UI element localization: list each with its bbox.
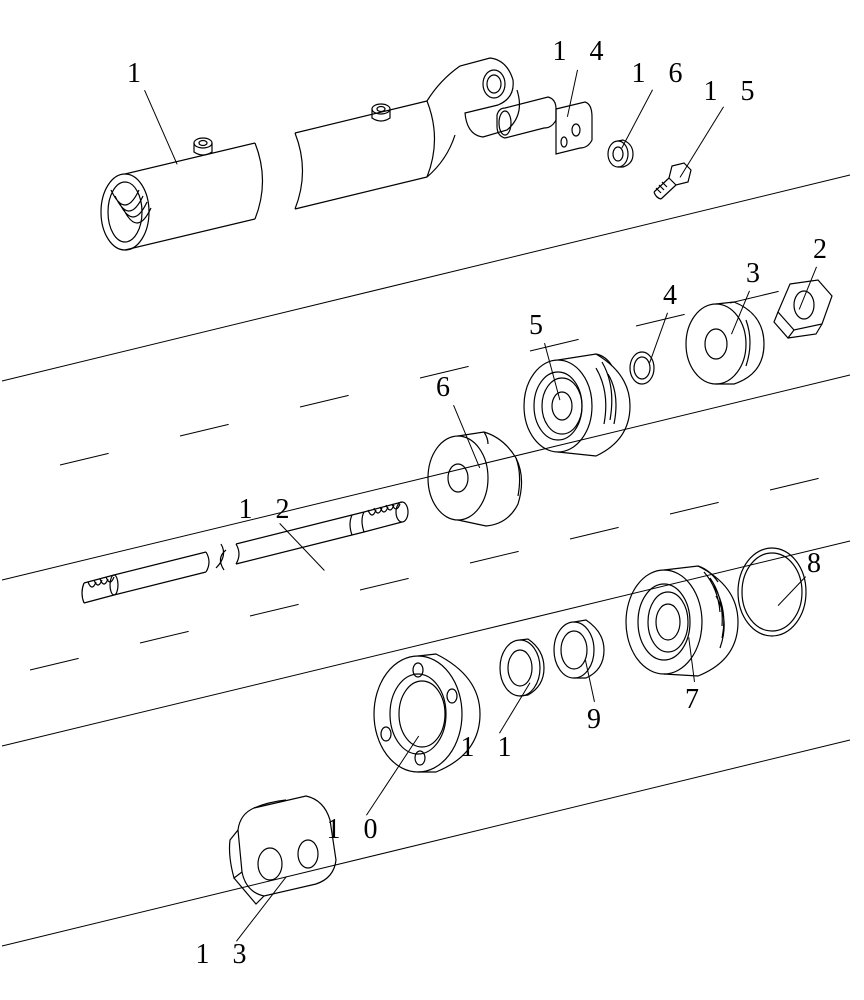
part-cylinder-body <box>95 40 535 270</box>
callout-label-13: 1 3 <box>196 939 255 971</box>
callout-label-9: 9 <box>587 704 609 736</box>
part-mount <box>220 782 360 932</box>
callout-label-2: 2 <box>813 234 835 266</box>
callout-label-5: 5 <box>529 310 551 342</box>
callout-label-10: 1 0 <box>327 814 386 846</box>
callout-label-8: 8 <box>807 548 829 580</box>
part-gland <box>610 552 750 692</box>
diagram-canvas: 11 41 61 5234561 28791 11 01 3 <box>0 0 864 1000</box>
callout-label-1: 1 <box>127 58 149 90</box>
callout-label-6: 6 <box>436 372 458 404</box>
callout-label-11: 1 1 <box>461 732 520 764</box>
callout-label-3: 3 <box>746 258 768 290</box>
callout-label-15: 1 5 <box>704 76 763 108</box>
callout-label-4: 4 <box>663 280 685 312</box>
part-pin <box>490 62 610 172</box>
callout-label-14: 1 4 <box>553 36 612 68</box>
part-piston-b <box>414 414 544 544</box>
callout-label-12: 1 2 <box>239 494 298 526</box>
callout-label-7: 7 <box>685 684 707 716</box>
part-flange <box>356 640 506 790</box>
part-bolt <box>644 152 704 212</box>
part-end-cap <box>672 294 772 394</box>
part-washer-small <box>600 136 640 172</box>
callout-label-16: 1 6 <box>632 58 691 90</box>
part-nut <box>764 276 844 358</box>
